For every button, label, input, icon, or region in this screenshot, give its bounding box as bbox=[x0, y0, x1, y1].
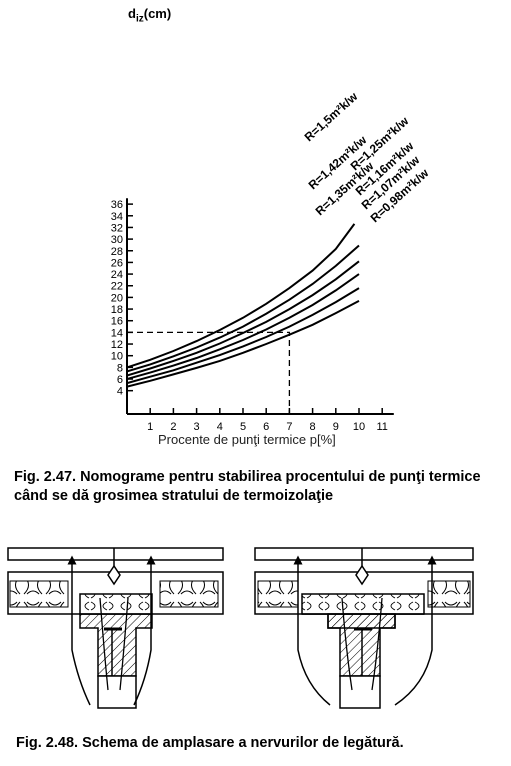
x-tick-label: 1 bbox=[147, 421, 153, 433]
top-slab bbox=[254, 547, 474, 561]
y-tick-label: 10 bbox=[111, 351, 123, 363]
y-tick-label: 34 bbox=[111, 211, 123, 223]
x-tick-label: 10 bbox=[353, 421, 365, 433]
rib-base bbox=[339, 675, 381, 709]
y-tick-label: 24 bbox=[111, 269, 123, 281]
rib-diagram-right bbox=[254, 547, 474, 709]
x-tick-label: 7 bbox=[286, 421, 292, 433]
rib-base bbox=[97, 675, 137, 709]
y-tick-label: 28 bbox=[111, 246, 123, 258]
x-tick-label: 8 bbox=[310, 421, 316, 433]
insulation-block bbox=[9, 580, 69, 608]
x-tick-label: 6 bbox=[263, 421, 269, 433]
nomogram-chart: 1 2 3 4 5 6 7 8 9 10 11468101214161820222426283032… bbox=[111, 89, 432, 433]
insulation-core bbox=[301, 593, 425, 615]
x-tick-label: 3 bbox=[194, 421, 200, 433]
rib-diagram-left bbox=[7, 547, 224, 709]
y-tick-label: 36 bbox=[111, 199, 123, 211]
y-axis-subscript: iz bbox=[135, 13, 144, 25]
y-axis-symbol: d bbox=[128, 6, 136, 21]
y-tick-label: 8 bbox=[117, 362, 123, 374]
insulation-block bbox=[257, 580, 299, 608]
x-axis-title: Procente de punţi termice p[%] bbox=[158, 432, 336, 447]
heat-flow-arrow bbox=[293, 555, 331, 706]
series-line bbox=[126, 223, 356, 369]
x-tick-label: 9 bbox=[333, 421, 339, 433]
heat-flow-arrow bbox=[133, 555, 156, 706]
y-tick-label: 6 bbox=[117, 374, 123, 386]
x-tick-label: 11 bbox=[376, 421, 387, 433]
y-tick-label: 20 bbox=[111, 292, 123, 304]
insulation-block bbox=[159, 580, 219, 608]
x-tick-label: 5 bbox=[240, 421, 246, 433]
series-line bbox=[126, 287, 360, 385]
y-axis-title: diz(cm) bbox=[128, 6, 171, 25]
insulation-core bbox=[79, 593, 153, 615]
y-tick-label: 26 bbox=[111, 257, 123, 269]
series-line bbox=[126, 244, 360, 373]
y-tick-label: 22 bbox=[111, 281, 123, 293]
top-slab bbox=[7, 547, 224, 561]
y-tick-label: 14 bbox=[111, 327, 123, 339]
concrete-rib bbox=[79, 613, 153, 677]
connector-diamond bbox=[107, 564, 121, 586]
heat-flow-arrow bbox=[394, 555, 437, 706]
y-tick-label: 12 bbox=[111, 339, 123, 351]
x-tick-label: 2 bbox=[170, 421, 176, 433]
series-line bbox=[126, 300, 360, 388]
connector-diamond bbox=[355, 564, 369, 586]
curve-label: R=1,5m²k/w bbox=[302, 89, 361, 144]
y-tick-label: 18 bbox=[111, 304, 123, 316]
y-tick-label: 4 bbox=[117, 386, 123, 398]
figure-caption-2-47: Fig. 2.47. Nomograme pentru stabilirea p… bbox=[14, 469, 481, 504]
series-line bbox=[126, 273, 360, 380]
guide-line bbox=[127, 331, 291, 414]
insulation-block bbox=[427, 580, 471, 608]
y-tick-label: 16 bbox=[111, 316, 123, 328]
y-axis-unit: (cm) bbox=[143, 6, 172, 21]
y-tick-label: 32 bbox=[111, 222, 123, 234]
x-tick-label: 4 bbox=[217, 421, 223, 433]
heat-flow-arrow bbox=[67, 555, 91, 706]
y-tick-label: 30 bbox=[111, 234, 123, 246]
figure-caption-2-48: Fig. 2.48. Schema de amplasare a nervuri… bbox=[16, 735, 404, 751]
